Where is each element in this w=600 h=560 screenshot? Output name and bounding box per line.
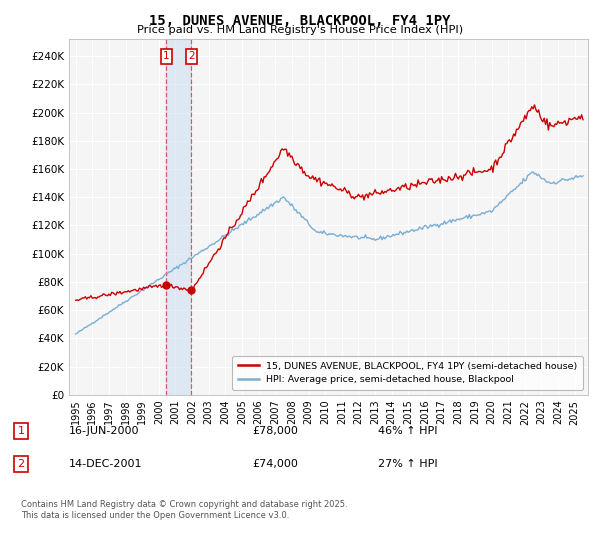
Text: 1: 1	[163, 51, 170, 61]
Text: £78,000: £78,000	[252, 426, 298, 436]
Text: 27% ↑ HPI: 27% ↑ HPI	[378, 459, 437, 469]
Legend: 15, DUNES AVENUE, BLACKPOOL, FY4 1PY (semi-detached house), HPI: Average price, : 15, DUNES AVENUE, BLACKPOOL, FY4 1PY (se…	[232, 356, 583, 390]
Text: 16-JUN-2000: 16-JUN-2000	[69, 426, 139, 436]
Text: 15, DUNES AVENUE, BLACKPOOL, FY4 1PY: 15, DUNES AVENUE, BLACKPOOL, FY4 1PY	[149, 14, 451, 28]
Text: 46% ↑ HPI: 46% ↑ HPI	[378, 426, 437, 436]
Text: 14-DEC-2001: 14-DEC-2001	[69, 459, 143, 469]
Bar	[166, 39, 191, 395]
Text: £74,000: £74,000	[252, 459, 298, 469]
Text: 1: 1	[17, 426, 25, 436]
Text: 2: 2	[188, 51, 195, 61]
Text: Contains HM Land Registry data © Crown copyright and database right 2025.
This d: Contains HM Land Registry data © Crown c…	[21, 500, 347, 520]
Text: 2: 2	[17, 459, 25, 469]
Text: Price paid vs. HM Land Registry's House Price Index (HPI): Price paid vs. HM Land Registry's House …	[137, 25, 463, 35]
